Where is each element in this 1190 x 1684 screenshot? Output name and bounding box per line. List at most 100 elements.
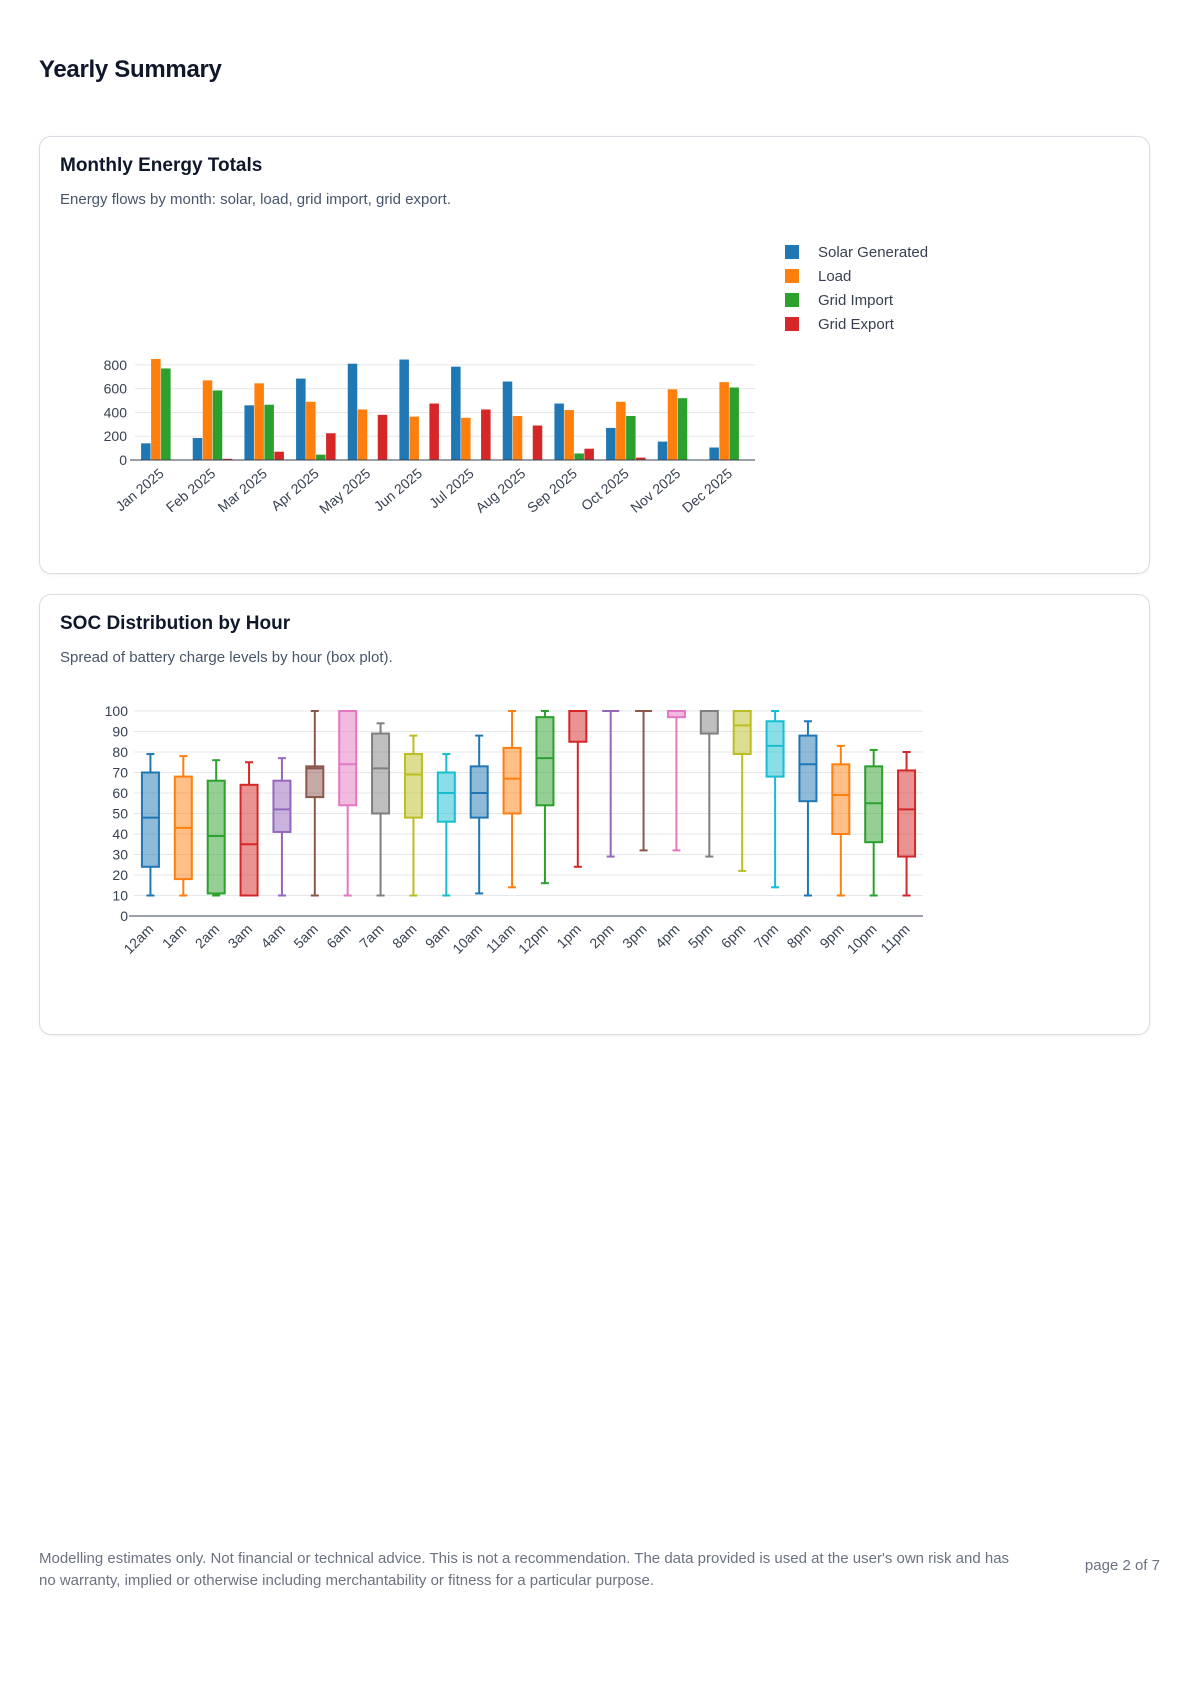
bar — [326, 433, 336, 460]
card-subtitle: Energy flows by month: solar, load, grid… — [60, 191, 452, 208]
box-iqr — [305, 765, 325, 799]
bar — [429, 403, 439, 460]
bar — [296, 378, 306, 460]
y-tick-label: 600 — [104, 381, 128, 397]
bar — [141, 443, 151, 460]
x-tick-label: 3pm — [619, 921, 650, 952]
x-tick-label: 1am — [159, 921, 190, 952]
box-iqr — [864, 765, 884, 844]
bar — [202, 380, 213, 460]
card-subtitle: Spread of battery charge levels by hour … — [60, 649, 393, 666]
box-iqr — [502, 746, 522, 815]
bar — [274, 451, 284, 460]
x-tick-label: Feb 2025 — [163, 465, 219, 515]
box-plot-item — [239, 761, 259, 897]
x-tick-label: Mar 2025 — [214, 465, 270, 515]
bar — [626, 416, 636, 460]
x-tick-label: 11pm — [877, 921, 912, 956]
y-tick-label: 0 — [120, 908, 128, 924]
page-number: page 2 of 7 — [1084, 1557, 1160, 1574]
soc-box-plot: 0 10 20 30 40 50 60 70 80 90 100 12am 1am 2am 3am 4am 5a… — [105, 703, 923, 957]
box-iqr — [272, 779, 292, 833]
box-plot-item — [699, 710, 719, 858]
box-iqr — [436, 771, 456, 823]
bar — [564, 410, 574, 460]
bar — [636, 457, 646, 460]
x-tick-label: Dec 2025 — [679, 465, 735, 516]
y-tick-label: 40 — [112, 826, 128, 842]
box-plot-item — [338, 710, 358, 897]
box-iqr — [535, 716, 555, 807]
x-tick-label: 9pm — [816, 921, 847, 952]
box-plot-item — [732, 710, 752, 872]
box-plot-item — [765, 710, 785, 889]
y-tick-label: 10 — [112, 888, 128, 904]
box-plot-item — [469, 734, 489, 895]
bar — [481, 409, 491, 460]
x-tick-label: 12pm — [515, 921, 551, 957]
x-tick-label: Oct 2025 — [578, 465, 632, 514]
x-tick-label: 5pm — [685, 921, 716, 952]
x-tick-label: 4pm — [652, 921, 683, 952]
box-iqr — [403, 753, 423, 819]
x-tick-label: Aug 2025 — [472, 465, 528, 516]
bar — [451, 366, 461, 460]
y-tick-label: 80 — [112, 744, 128, 760]
box-plot-item — [864, 748, 884, 897]
bar — [616, 401, 626, 460]
x-tick-label: Jun 2025 — [371, 465, 426, 514]
box-plot-item — [206, 759, 226, 897]
bar — [502, 381, 513, 460]
bar — [244, 405, 254, 460]
x-tick-label: 4am — [257, 921, 288, 952]
x-tick-label: Jul 2025 — [426, 465, 477, 511]
box-plot-item — [173, 755, 193, 897]
legend-label: Solar Generated — [818, 244, 928, 261]
x-tick-label: 6am — [323, 921, 354, 952]
y-tick-label: 0 — [119, 452, 127, 468]
chart-legend: Solar Generated Load Grid Import Grid Expor… — [785, 244, 928, 333]
bar — [161, 368, 171, 460]
x-tick-label: 10am — [449, 921, 485, 957]
box-iqr — [897, 769, 917, 858]
legend-swatch — [785, 317, 799, 331]
x-tick-label: Nov 2025 — [627, 465, 683, 516]
legend-label: Grid Export — [818, 316, 895, 333]
box-iqr — [831, 763, 851, 835]
bar — [719, 382, 729, 460]
x-tick-label: Sep 2025 — [524, 465, 580, 516]
x-tick-label: 12am — [120, 921, 156, 957]
bar — [606, 427, 616, 460]
monthly-energy-card: Monthly Energy Totals Energy flows by mo… — [39, 136, 1150, 574]
box-plot-item — [535, 710, 555, 885]
box-plot-item — [831, 744, 851, 897]
x-tick-label: 6pm — [718, 921, 749, 952]
bar — [151, 358, 161, 460]
y-tick-label: 20 — [112, 867, 128, 883]
bar — [532, 425, 543, 460]
box-plot-item — [666, 710, 686, 852]
bar — [554, 403, 564, 460]
box-plot-item — [502, 710, 522, 889]
legend-swatch — [785, 293, 799, 307]
y-tick-label: 100 — [105, 703, 129, 719]
box-plot-item — [635, 710, 653, 852]
box-plot-item — [140, 753, 160, 897]
x-tick-label: 8pm — [783, 921, 814, 952]
x-tick-label: 2pm — [586, 921, 617, 952]
bar — [264, 404, 274, 460]
bar — [461, 417, 471, 460]
bar — [316, 454, 326, 460]
box-iqr — [140, 771, 160, 868]
box-iqr — [732, 710, 752, 756]
y-tick-label: 400 — [104, 404, 128, 420]
bar — [377, 414, 388, 460]
box-iqr — [239, 783, 259, 897]
bar — [409, 416, 419, 460]
bar — [657, 441, 668, 460]
box-plot-item — [272, 757, 292, 897]
legend-label: Load — [818, 268, 851, 285]
bar — [512, 416, 523, 460]
card-title: Monthly Energy Totals — [60, 155, 263, 176]
